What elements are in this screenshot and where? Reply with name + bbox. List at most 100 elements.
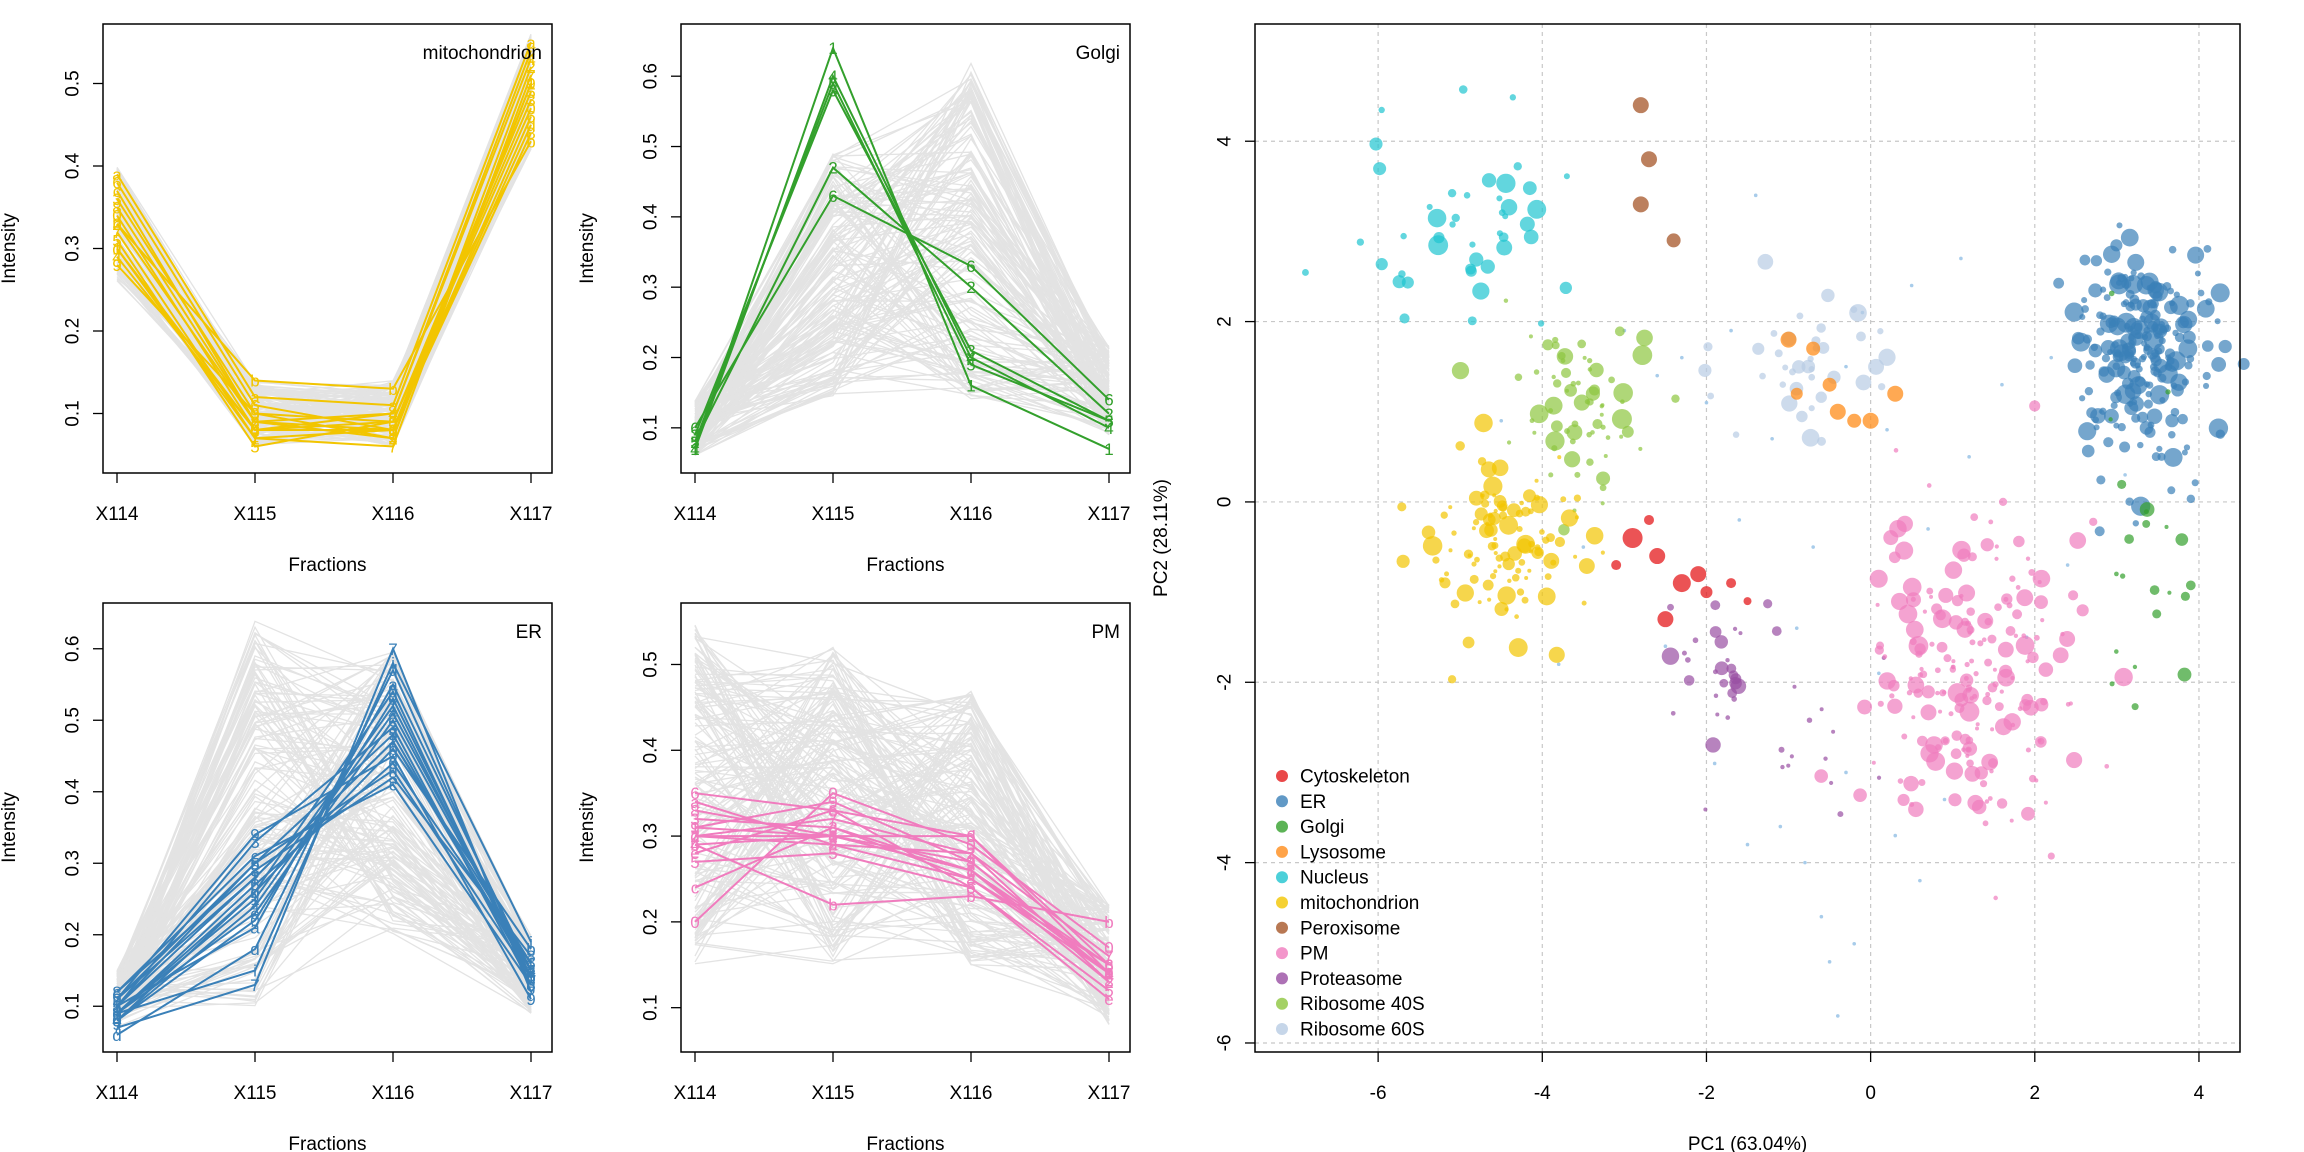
background-line bbox=[694, 633, 1110, 975]
data-point bbox=[1560, 496, 1567, 503]
data-point bbox=[1493, 537, 1498, 542]
data-point bbox=[2104, 408, 2119, 424]
data-point bbox=[1911, 715, 1916, 720]
data-point bbox=[1482, 579, 1494, 591]
point-label: 9 bbox=[388, 747, 397, 766]
data-point bbox=[2138, 355, 2146, 363]
data-point bbox=[1996, 798, 2008, 809]
point-label: 7 bbox=[388, 640, 397, 659]
y-tick-label: 0.3 bbox=[641, 823, 662, 849]
data-point bbox=[2021, 806, 2035, 821]
point-label: 7 bbox=[966, 844, 975, 863]
cluster-er bbox=[2053, 222, 2250, 537]
data-point bbox=[1938, 709, 1943, 714]
data-point bbox=[2125, 497, 2134, 506]
point-label: 4 bbox=[526, 962, 535, 981]
data-point bbox=[1934, 667, 1941, 674]
data-point bbox=[1539, 529, 1545, 535]
data-point bbox=[1557, 352, 1566, 360]
data-point bbox=[1528, 334, 1533, 339]
data-point bbox=[1792, 684, 1797, 689]
data-point bbox=[2114, 649, 2119, 654]
data-point bbox=[1936, 641, 1948, 653]
data-point bbox=[1837, 811, 1844, 818]
data-point bbox=[1600, 501, 1605, 506]
point-label: a bbox=[250, 919, 260, 938]
data-point bbox=[1511, 573, 1520, 582]
series-line bbox=[694, 194, 1110, 429]
legend-label: Cytoskeleton bbox=[1300, 767, 1410, 788]
data-point bbox=[2069, 532, 2087, 549]
x-axis-title: Fractions bbox=[288, 555, 366, 576]
data-point bbox=[1551, 374, 1556, 380]
data-point bbox=[1449, 221, 1456, 228]
data-point bbox=[1603, 454, 1608, 459]
unknown-point bbox=[2065, 563, 2070, 567]
data-point bbox=[1519, 500, 1524, 506]
point-label: 6 bbox=[526, 108, 535, 127]
point-label: 4 bbox=[388, 704, 397, 723]
background-line bbox=[116, 662, 532, 1003]
data-point bbox=[1356, 238, 1365, 246]
series-line bbox=[694, 809, 1110, 1000]
data-point bbox=[1958, 584, 1976, 602]
data-point bbox=[1605, 435, 1611, 440]
series-line bbox=[116, 41, 532, 407]
background-line bbox=[694, 674, 1110, 989]
point-label: f bbox=[253, 869, 258, 888]
data-point bbox=[1780, 331, 1797, 348]
data-point bbox=[2196, 299, 2215, 318]
x-tick-label: X117 bbox=[1088, 1083, 1131, 1104]
data-point bbox=[2079, 254, 2091, 266]
data-point bbox=[1935, 744, 1942, 751]
data-point bbox=[2081, 297, 2088, 304]
unknown-point bbox=[1959, 256, 1963, 261]
point-label: 2 bbox=[526, 58, 535, 77]
point-label: c bbox=[389, 405, 398, 424]
data-point bbox=[1513, 162, 1522, 171]
data-point bbox=[1959, 701, 1980, 722]
data-point bbox=[2146, 408, 2163, 424]
data-point bbox=[2125, 289, 2135, 299]
x-tick-label: X115 bbox=[812, 504, 855, 525]
y-tick-label: -4 bbox=[1215, 854, 1236, 871]
point-label: h bbox=[250, 854, 259, 873]
data-point bbox=[1632, 196, 1649, 213]
point-label: 0 bbox=[526, 99, 535, 118]
legend-label: ER bbox=[1300, 792, 1326, 813]
background-line bbox=[116, 725, 532, 1001]
data-point bbox=[2101, 354, 2111, 363]
series-a: a a a a bbox=[690, 793, 1114, 984]
data-point bbox=[1940, 736, 1950, 746]
data-point bbox=[2186, 494, 2196, 504]
data-point bbox=[1481, 173, 1497, 188]
y-axis-title: Intensity bbox=[577, 213, 598, 284]
data-point bbox=[1831, 729, 1836, 734]
y-tick-label: 0.3 bbox=[641, 274, 662, 300]
legend-marker bbox=[1276, 770, 1288, 782]
data-point bbox=[2172, 329, 2179, 337]
data-point bbox=[1573, 554, 1578, 559]
point-label: g bbox=[250, 883, 259, 902]
plot-frame bbox=[680, 23, 1131, 474]
data-point bbox=[2139, 315, 2146, 322]
data-point bbox=[2139, 421, 2154, 435]
point-label: e bbox=[690, 844, 699, 863]
data-point bbox=[1712, 669, 1718, 675]
data-point bbox=[1503, 298, 1509, 303]
background-line bbox=[116, 725, 532, 1007]
unknown-point bbox=[1885, 427, 1889, 432]
series-line bbox=[116, 682, 532, 1008]
series-i: i i i i bbox=[115, 654, 533, 1023]
data-point bbox=[1908, 801, 1924, 818]
series-line bbox=[694, 800, 1110, 975]
data-point bbox=[1537, 587, 1556, 606]
data-point bbox=[1527, 508, 1534, 515]
point-label: c bbox=[527, 976, 536, 995]
point-label: 4 bbox=[966, 349, 975, 368]
point-label: 3 bbox=[526, 91, 535, 110]
data-point bbox=[1789, 754, 1794, 759]
point-label: 6 bbox=[1104, 391, 1113, 410]
data-point bbox=[1992, 681, 1999, 688]
